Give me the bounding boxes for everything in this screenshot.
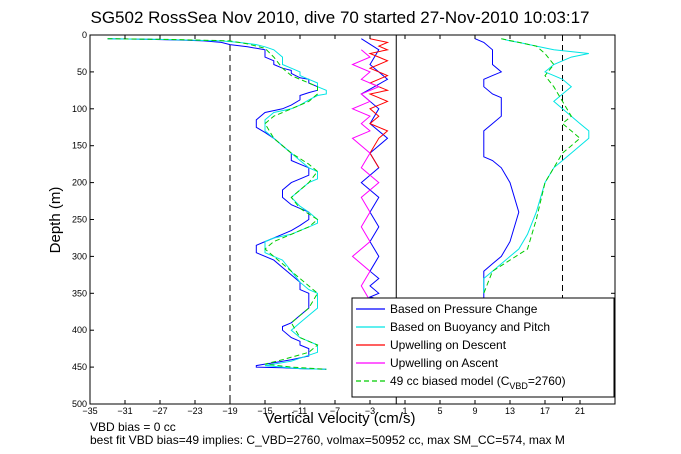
x-tick-label-5: −15 [257,406,272,416]
series-4-line-1 [483,38,581,294]
x-tick-label-12: 13 [505,406,515,416]
x-tick-label-7: −7 [330,406,340,416]
y-tick-label-4: 200 [72,178,87,188]
series-4-line-0 [107,38,327,370]
vbd-bias-note: VBD bias = 0 cc [90,420,176,434]
y-tick-label-10: 500 [72,399,87,409]
x-tick-label-0: −35 [82,406,97,416]
legend-label-3: Upwelling on Ascent [390,356,499,370]
y-tick-label-3: 150 [72,141,87,151]
series-0-line-2 [360,38,389,302]
legend: Based on Pressure Change Based on Buoyanc… [351,297,615,398]
y-axis-label: Depth (m) [47,187,64,254]
x-tick-label-1: −31 [117,406,132,416]
x-axis-label: Vertical Velocity (cm/s) [265,410,416,427]
y-tick-label-5: 250 [72,215,87,225]
x-tick-label-8: −3 [365,406,375,416]
y-axis-ticks: 0 50 100 150 200 250 300 350 400 450 500 [72,30,615,409]
x-tick-label-14: 21 [575,406,585,416]
y-tick-label-2: 100 [72,104,87,114]
legend-box [351,297,615,398]
x-tick-label-6: −11 [293,406,308,416]
series-3-line-0 [351,49,381,301]
chart-title: SG502 RossSea Nov 2010, dive 70 started … [91,8,590,27]
legend-label-0: Based on Pressure Change [390,302,538,316]
x-axis-ticks: −35 −31 −27 −23 −19 −15 −11 −7 −3 1 5 9 13 17 21 [82,35,585,416]
series-lines [107,38,590,370]
series-0-line-0 [107,38,327,370]
x-tick-label-4: −19 [222,406,237,416]
x-tick-label-10: 5 [437,406,442,416]
legend-label-1: Based on Buoyancy and Pitch [390,320,550,334]
x-tick-label-13: 17 [540,406,550,416]
y-tick-label-8: 400 [72,325,87,335]
y-tick-label-1: 50 [77,67,87,77]
series-0-line-1 [474,38,520,301]
y-tick-label-0: 0 [82,30,87,40]
x-tick-label-9: 1 [402,406,407,416]
y-tick-label-9: 450 [72,362,87,372]
legend-label-4: 49 cc biased model (CVBD=2760) [390,374,566,391]
x-tick-label-3: −23 [187,406,202,416]
x-tick-label-2: −27 [152,406,167,416]
legend-label-2: Upwelling on Descent [390,338,507,352]
best-fit-note: best fit VBD bias=49 implies: C_VBD=2760… [90,433,565,447]
x-tick-label-11: 9 [472,406,477,416]
series-1-line-1 [483,38,590,294]
y-tick-label-6: 300 [72,251,87,261]
y-tick-label-7: 350 [72,288,87,298]
